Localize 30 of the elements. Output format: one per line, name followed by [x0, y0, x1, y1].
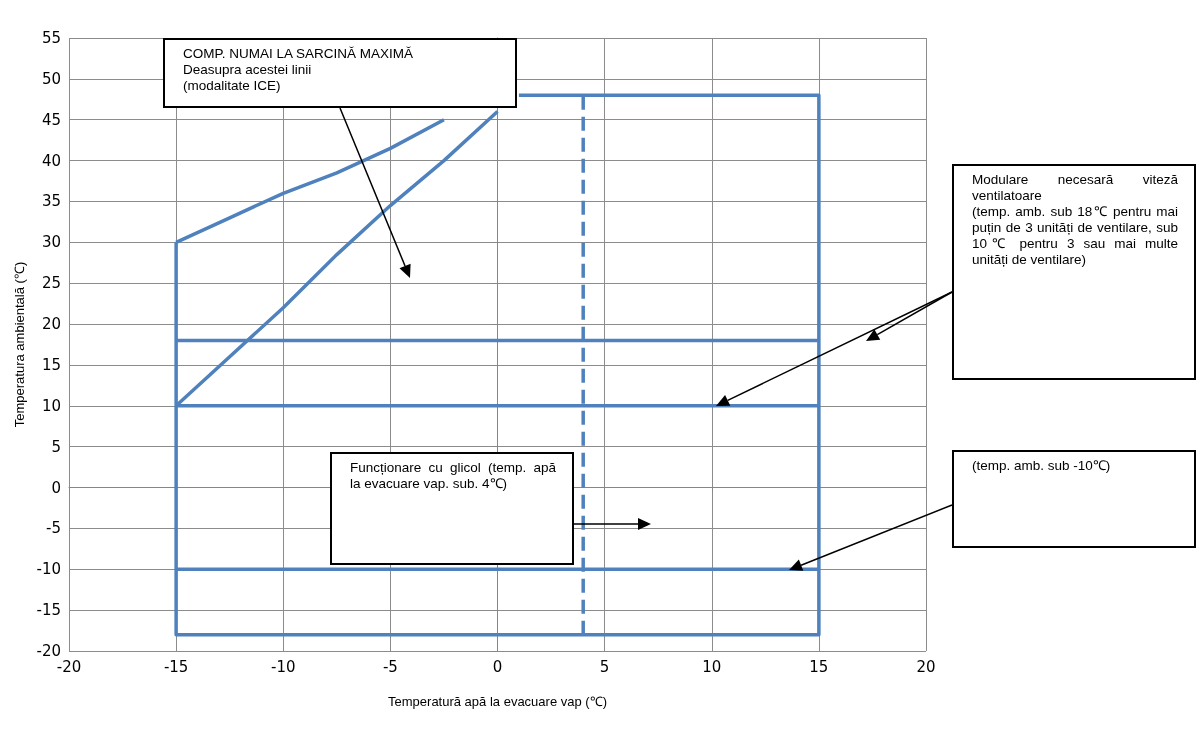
y-tick-label: 25: [41, 274, 61, 293]
x-axis-title: Temperatură apă la evacuare vap (℃): [388, 694, 607, 709]
x-tick-label: 10: [702, 657, 722, 676]
note-box: Modulare necesară viteză ventilatoare (temp. amb. sub 18℃ pentru mai puțin de 3 unități de ventilare, sub 10℃ pentru 3 sau mai multe unități de ventilare): [952, 164, 1196, 380]
y-axis-title: Temperatura ambientală (℃): [11, 261, 27, 428]
x-tick-label: 15: [809, 657, 829, 676]
x-tick-label: -5: [382, 657, 398, 676]
y-tick-label: 20: [41, 315, 61, 334]
y-tick-label: -20: [36, 642, 61, 660]
y-tick-label: -5: [46, 519, 61, 538]
y-tick-label: 10: [41, 396, 61, 415]
x-tick-label: 5: [599, 657, 610, 676]
x-tick-label: 0: [492, 657, 503, 676]
x-tick-label: -10: [271, 657, 296, 676]
x-tick-label: -15: [163, 657, 189, 676]
y-tick-label: 40: [41, 151, 61, 170]
y-tick-label: 50: [41, 69, 61, 88]
y-tick-label: 45: [41, 110, 61, 129]
y-tick-label: 55: [41, 29, 61, 47]
y-tick-label: -15: [36, 601, 61, 620]
y-tick-label: 5: [51, 437, 61, 456]
y-tick-label: 15: [41, 355, 61, 374]
note-box: Funcționare cu glicol (temp. apă la evacuare vap. sub. 4℃): [330, 452, 574, 565]
note-box: (temp. amb. sub -10℃): [952, 450, 1196, 548]
y-tick-label: 35: [41, 192, 61, 211]
y-tick-label: -10: [36, 560, 61, 579]
note-box: COMP. NUMAI LA SARCINĂ MAXIMĂ Deasupra acestei linii (modalitate ICE): [163, 38, 517, 108]
y-tick-label: 0: [51, 478, 61, 497]
y-tick-label: 30: [41, 233, 61, 252]
x-tick-label: 20: [916, 657, 936, 676]
